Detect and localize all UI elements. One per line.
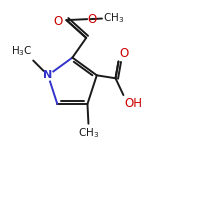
Text: OH: OH	[124, 97, 142, 110]
Text: CH$_3$: CH$_3$	[103, 12, 124, 25]
Text: O: O	[87, 13, 96, 26]
Text: O: O	[53, 15, 62, 28]
Text: CH$_3$: CH$_3$	[78, 126, 99, 140]
Text: N: N	[43, 70, 53, 80]
Text: O: O	[119, 47, 129, 60]
Circle shape	[43, 70, 53, 80]
Text: H$_3$C: H$_3$C	[11, 44, 32, 58]
